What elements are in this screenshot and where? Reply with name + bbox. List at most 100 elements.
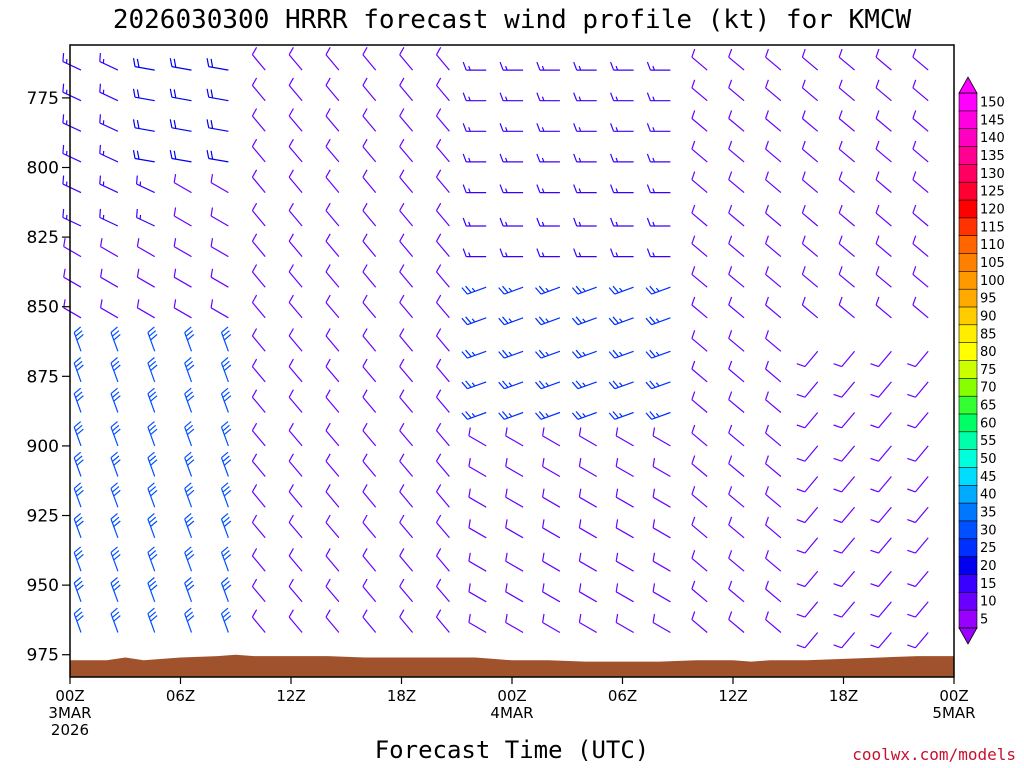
wind-barb	[498, 316, 524, 326]
wind-barb	[912, 171, 929, 194]
wind-barb	[206, 119, 229, 132]
wind-barb	[645, 380, 671, 390]
y-tick-label: 925	[27, 507, 59, 527]
wind-barb	[251, 202, 266, 227]
wind-barb	[542, 613, 561, 634]
wind-barb	[765, 140, 782, 163]
wind-barb	[578, 613, 598, 634]
x-tick-label: 2026	[51, 721, 89, 739]
wind-barb	[73, 482, 84, 508]
colorbar-swatch	[958, 92, 978, 112]
wind-barb	[362, 233, 377, 257]
wind-barb	[184, 326, 195, 352]
wind-barb	[652, 427, 671, 447]
wind-barb	[728, 235, 745, 258]
colorbar-label: 105	[980, 256, 1005, 271]
wind-barb	[728, 296, 745, 319]
wind-barb	[728, 516, 745, 539]
colorbar-label: 45	[980, 470, 997, 485]
wind-barb	[652, 458, 671, 478]
y-tick-label: 975	[27, 646, 59, 666]
wind-barb	[912, 204, 929, 227]
wind-barb	[505, 458, 524, 478]
wind-barb	[462, 153, 487, 163]
wind-barb	[536, 153, 560, 163]
wind-barb	[615, 458, 634, 478]
wind-barb	[73, 357, 84, 383]
wind-barb	[399, 264, 414, 288]
colorbar-label: 110	[980, 238, 1005, 253]
wind-barb	[838, 171, 855, 194]
wind-barb	[63, 238, 82, 258]
wind-barb	[325, 108, 340, 132]
colorbar-swatch	[958, 413, 978, 433]
wind-barb	[99, 175, 119, 194]
wind-barb	[838, 110, 855, 132]
colorbar-swatch	[958, 253, 978, 273]
wind-barb	[875, 48, 892, 71]
wind-barb	[578, 458, 598, 478]
colorbar-swatch	[958, 217, 978, 237]
colorbar-swatch	[958, 484, 978, 504]
wind-barb	[132, 149, 155, 163]
wind-barb	[62, 144, 82, 163]
wind-barb	[147, 451, 158, 477]
wind-barb	[251, 169, 266, 193]
y-tick-label: 800	[27, 159, 59, 179]
wind-barb	[100, 299, 119, 319]
wind-barb	[288, 548, 303, 572]
wind-barb	[399, 77, 414, 102]
wind-barb	[875, 79, 892, 102]
wind-barb	[833, 445, 856, 462]
wind-barb	[765, 296, 782, 319]
wind-barb	[251, 484, 266, 508]
wind-barb	[220, 546, 232, 572]
wind-barb	[499, 123, 524, 132]
wind-barb	[610, 217, 634, 227]
colorbar-swatch	[958, 556, 978, 576]
colorbar-label: 90	[980, 309, 997, 324]
wind-barb	[536, 61, 560, 71]
wind-barb	[173, 207, 192, 227]
wind-barb	[838, 266, 855, 288]
x-tick-label: 00Z	[55, 687, 84, 705]
wind-barb	[578, 519, 598, 539]
wind-barb	[499, 61, 524, 71]
wind-barb	[578, 583, 598, 603]
wind-barb	[288, 514, 303, 539]
wind-barb	[147, 512, 158, 539]
wind-barb	[362, 578, 377, 603]
wind-barb	[288, 578, 303, 603]
wind-barb	[796, 570, 819, 588]
wind-barb	[99, 208, 119, 227]
wind-barb	[838, 79, 855, 102]
wind-barb	[468, 519, 487, 539]
wind-barb	[99, 53, 119, 71]
wind-barb	[610, 248, 634, 258]
wind-barb	[691, 266, 708, 288]
wind-barb	[184, 357, 195, 383]
wind-barb	[62, 175, 82, 194]
wind-barb	[220, 387, 232, 413]
wind-barb	[542, 488, 561, 508]
wind-barb	[499, 217, 524, 227]
x-tick-label: 12Z	[718, 687, 747, 705]
wind-barb	[136, 238, 156, 258]
wind-barbs	[62, 47, 929, 649]
colorbar-swatch	[958, 306, 978, 326]
wind-barb	[110, 546, 121, 572]
wind-barb	[184, 512, 195, 539]
wind-barb	[435, 328, 450, 352]
wind-barb	[435, 138, 450, 163]
x-tick-label: 5MAR	[932, 704, 975, 722]
wind-barb	[801, 296, 819, 319]
wind-barb	[610, 92, 634, 102]
wind-barb	[573, 123, 597, 132]
x-tick-label: 06Z	[608, 687, 637, 705]
x-tick-label: 3MAR	[48, 704, 91, 722]
colorbar-label: 140	[980, 131, 1005, 146]
wind-barb	[169, 88, 192, 102]
x-tick-label: 00Z	[497, 687, 526, 705]
